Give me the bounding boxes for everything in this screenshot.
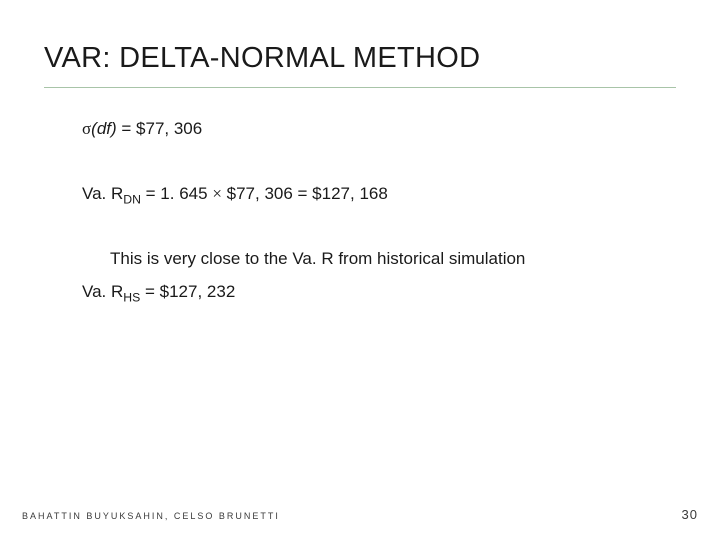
sigma-symbol: σ [82,119,91,138]
line-varhs: Va. RHS = $127, 232 [82,281,676,304]
slide-footer: BAHATTIN BUYUKSAHIN, CELSO BRUNETTI 30 [22,507,698,522]
slide-container: VAR: DELTA-NORMAL METHOD σ(df) = $77, 30… [0,0,720,540]
footer-authors: BAHATTIN BUYUKSAHIN, CELSO BRUNETTI [22,511,280,521]
sigma-value: = $77, 306 [117,119,203,138]
varhs-label: Va. R [82,282,123,301]
times-symbol: × [212,184,222,203]
vardn-sub: DN [123,192,141,206]
line-note: This is very close to the Va. R from his… [82,248,676,271]
line-vardn: Va. RDN = 1. 645 × $77, 306 = $127, 168 [82,183,676,206]
vardn-mid: = 1. 645 [141,184,212,203]
spacer [82,216,676,248]
spacer [82,151,676,183]
varhs-sub: HS [123,290,140,304]
vardn-rest: $77, 306 = $127, 168 [222,184,388,203]
slide-content: σ(df) = $77, 306 Va. RDN = 1. 645 × $77,… [44,118,676,304]
line-sigma: σ(df) = $77, 306 [82,118,676,141]
sigma-df: (df) [91,119,117,138]
varhs-rest: = $127, 232 [140,282,235,301]
slide-title: VAR: DELTA-NORMAL METHOD [44,42,676,88]
footer-pagenum: 30 [682,507,698,522]
vardn-label: Va. R [82,184,123,203]
